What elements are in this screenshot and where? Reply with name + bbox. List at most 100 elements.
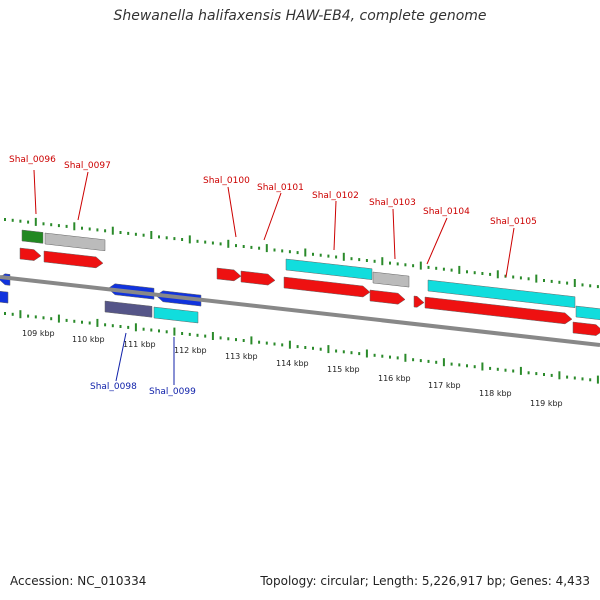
tick-mark xyxy=(596,375,599,384)
tick-mark xyxy=(57,314,60,323)
tick-mark xyxy=(504,368,507,372)
tick-mark xyxy=(81,320,83,324)
tick-mark xyxy=(88,321,91,325)
tick-mark xyxy=(489,366,492,370)
tick-mark xyxy=(96,318,99,327)
gene-feature xyxy=(283,276,371,298)
tick-mark xyxy=(111,226,114,235)
tick-mark xyxy=(427,265,430,269)
tick-mark xyxy=(73,222,76,231)
tick-mark xyxy=(304,248,307,257)
tick-mark xyxy=(42,222,45,226)
tick-mark xyxy=(481,272,484,275)
gene-feature xyxy=(216,267,242,282)
tick-mark xyxy=(527,277,530,281)
scale-tick-label: 117 kbp xyxy=(428,381,461,390)
gene-feature xyxy=(21,229,44,244)
tick-mark xyxy=(219,242,222,246)
tick-mark xyxy=(435,266,438,270)
tick-mark xyxy=(119,325,122,328)
tick-mark xyxy=(288,250,291,254)
tick-mark xyxy=(543,279,545,282)
gene-labels: Shal_0096 Shal_0097 Shal_0100 Shal_0101 Shal… xyxy=(9,155,537,397)
scale-tick-label: 111 kbp xyxy=(123,340,156,349)
scale-tick-label: 113 kbp xyxy=(225,352,258,361)
tick-mark xyxy=(319,253,322,257)
tick-mark xyxy=(365,259,368,262)
tick-mark xyxy=(265,244,268,253)
tick-mark xyxy=(173,237,176,241)
tick-mark xyxy=(473,271,476,275)
tick-mark xyxy=(550,279,553,283)
topology-text: Topology: circular; Length: 5,226,917 bp… xyxy=(260,574,590,588)
gene-feature xyxy=(44,232,106,252)
tick-mark xyxy=(581,283,584,287)
gene-label-forward: Shal_0103 xyxy=(369,198,416,208)
tick-mark xyxy=(250,245,253,249)
tick-mark xyxy=(273,342,276,346)
tick-mark xyxy=(165,236,168,240)
tick-mark xyxy=(204,334,207,338)
tick-mark xyxy=(543,373,545,376)
tick-mark xyxy=(558,280,561,284)
tick-mark xyxy=(373,259,376,263)
tick-mark xyxy=(296,345,299,349)
gene-feature xyxy=(43,250,104,269)
gene-feature xyxy=(427,279,576,308)
tick-mark xyxy=(381,257,384,266)
tick-mark xyxy=(81,226,83,230)
gene-feature xyxy=(369,289,406,305)
leader-line xyxy=(115,332,127,382)
tick-mark xyxy=(466,364,468,368)
tick-mark xyxy=(142,233,145,237)
tick-mark xyxy=(65,318,68,322)
scale-tick-label: 112 kbp xyxy=(174,346,207,355)
gene-feature xyxy=(372,271,410,288)
leader-line xyxy=(227,186,237,238)
tick-mark xyxy=(458,265,461,274)
tick-mark xyxy=(227,239,230,248)
leader-line xyxy=(505,227,515,278)
tick-mark xyxy=(288,340,291,349)
map-title: Shewanella halifaxensis HAW-EB4, complet… xyxy=(113,8,487,24)
tick-mark xyxy=(119,231,122,234)
tick-mark xyxy=(273,248,276,252)
gene-label-reverse: Shal_0099 xyxy=(149,387,196,397)
tick-mark xyxy=(466,270,468,274)
tick-mark xyxy=(458,363,461,367)
tick-mark xyxy=(258,340,261,344)
leader-line xyxy=(77,171,89,221)
tick-mark xyxy=(219,336,222,340)
tick-mark xyxy=(358,352,361,356)
tick-mark xyxy=(512,369,515,373)
tick-mark xyxy=(342,350,345,354)
tick-mark xyxy=(4,312,6,315)
tick-mark xyxy=(211,241,214,245)
scale-tick-label: 110 kbp xyxy=(72,335,105,344)
tick-mark xyxy=(335,255,338,259)
tick-mark xyxy=(481,362,484,371)
gene-label-forward: Shal_0101 xyxy=(257,183,304,193)
tick-mark xyxy=(335,349,338,353)
tick-mark xyxy=(450,268,453,272)
tick-mark xyxy=(134,232,137,236)
tick-mark xyxy=(127,231,130,235)
tick-mark xyxy=(566,281,569,285)
tick-mark xyxy=(42,316,45,320)
scale-tick-label: 116 kbp xyxy=(378,374,411,383)
tick-mark xyxy=(535,274,538,283)
tick-mark xyxy=(350,257,353,261)
tick-mark xyxy=(4,218,6,221)
tick-mark xyxy=(50,223,53,227)
tick-mark xyxy=(450,362,453,366)
tick-mark xyxy=(158,329,160,333)
tick-mark xyxy=(589,378,592,382)
tick-mark xyxy=(304,346,307,349)
tick-mark xyxy=(412,264,415,268)
gene-label-forward: Shal_0102 xyxy=(312,191,359,201)
tick-mark xyxy=(489,272,492,276)
gene-feature xyxy=(153,306,199,324)
tick-mark xyxy=(512,275,515,279)
tick-mark xyxy=(381,354,384,358)
tick-mark xyxy=(11,218,14,222)
